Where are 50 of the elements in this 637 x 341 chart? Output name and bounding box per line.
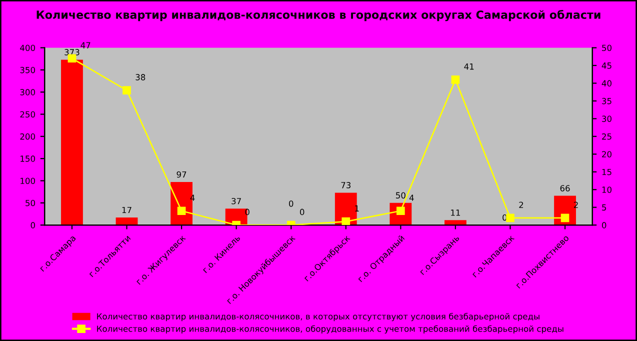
legend-label: Количество квартир инвалидов-колясочников, оборудованных с учетом требований безбарьерной среды xyxy=(97,325,564,334)
y2-tick-label: 40 xyxy=(602,80,612,86)
data-label: 41 xyxy=(464,64,474,70)
y2-tick-label: 25 xyxy=(602,133,612,140)
y-tick-label: 50 xyxy=(26,200,36,206)
y2-tick-label: 15 xyxy=(602,168,612,176)
y-tick-label: 100 xyxy=(20,178,36,184)
y-tick-label: 350 xyxy=(20,66,36,74)
point xyxy=(451,75,460,84)
data-label: 4 xyxy=(190,194,195,201)
bar xyxy=(116,218,138,226)
y2-tick-label: 35 xyxy=(602,98,612,104)
data-label: 4 xyxy=(409,194,414,201)
y-tick-label: 400 xyxy=(20,44,36,52)
legend-label: Количество квартир инвалидов-колясочников, в которых отсутствуют условия безбарьерной среды xyxy=(97,312,540,322)
point xyxy=(177,206,186,216)
data-label: 73 xyxy=(341,182,351,188)
y2-tick-label: 5 xyxy=(602,204,606,211)
y-tick-label: 0 xyxy=(30,222,36,228)
data-label: 0 xyxy=(289,200,294,207)
bar xyxy=(61,60,83,226)
y2-tick-label: 50 xyxy=(602,44,612,52)
data-label: 0 xyxy=(245,208,250,216)
bar xyxy=(444,220,466,226)
data-label: 11 xyxy=(451,210,460,216)
point xyxy=(342,217,350,226)
y-tick-label: 250 xyxy=(20,111,36,118)
data-label: 50 xyxy=(396,192,406,199)
y2-tick-label: 20 xyxy=(602,151,612,158)
data-label: 2 xyxy=(574,202,578,208)
data-label: 17 xyxy=(122,206,132,214)
data-label: 2 xyxy=(519,202,524,208)
data-label: 0 xyxy=(300,208,304,216)
point xyxy=(560,214,570,222)
y2-tick-label: 45 xyxy=(602,62,612,69)
point xyxy=(506,214,514,222)
data-label: 47 xyxy=(80,42,90,48)
y2-tick-label: 0 xyxy=(602,222,606,228)
data-label: 38 xyxy=(136,74,146,80)
data-label: 37 xyxy=(232,198,241,204)
data-label: 373 xyxy=(64,49,80,56)
data-label: 97 xyxy=(176,171,186,178)
data-label: 66 xyxy=(560,185,570,192)
point xyxy=(122,86,131,94)
y-tick-label: 200 xyxy=(20,133,36,140)
y-tick-label: 300 xyxy=(20,89,36,96)
y-tick-label: 150 xyxy=(20,156,36,162)
y2-tick-label: 10 xyxy=(602,186,612,193)
chart-title: Количество квартир инвалидов-колясочников в городских округах Самарской области xyxy=(36,10,600,22)
y2-tick-label: 30 xyxy=(602,116,612,122)
